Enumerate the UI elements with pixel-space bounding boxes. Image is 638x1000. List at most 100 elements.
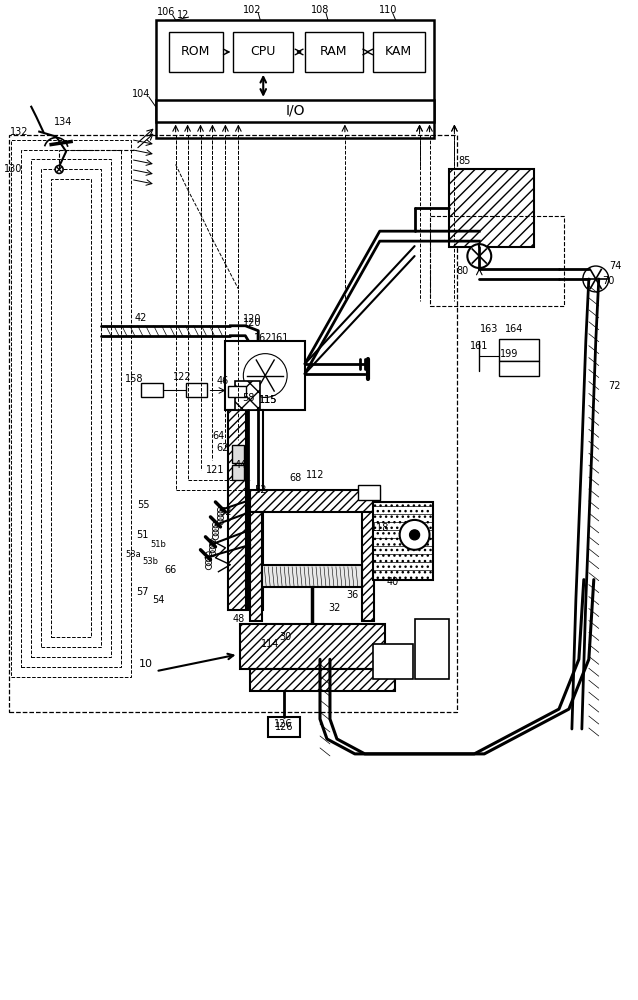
Text: 112: 112	[306, 470, 324, 480]
Text: 114: 114	[261, 639, 279, 649]
Bar	[268, 717, 300, 737]
Text: 54: 54	[152, 595, 165, 605]
Text: ROM: ROM	[181, 45, 211, 58]
Bar	[51, 179, 91, 637]
Text: 85: 85	[458, 156, 471, 166]
Text: 126: 126	[275, 722, 293, 732]
Text: I/O: I/O	[285, 104, 305, 118]
Bar	[156, 100, 434, 122]
Text: 120: 120	[243, 318, 262, 328]
Text: 163: 163	[480, 324, 498, 334]
Text: 161: 161	[470, 341, 489, 351]
Bar	[305, 32, 363, 72]
Text: 164: 164	[505, 324, 523, 334]
Bar	[373, 502, 433, 580]
Text: 80: 80	[456, 266, 468, 276]
Bar	[248, 410, 263, 610]
Bar	[156, 20, 434, 138]
Bar	[373, 32, 424, 72]
Bar	[232, 445, 244, 463]
Text: 118: 118	[371, 523, 389, 533]
Text: 110: 110	[378, 5, 397, 15]
Bar	[499, 339, 539, 361]
Text: 74: 74	[609, 261, 622, 271]
Bar	[168, 32, 223, 72]
Text: 134: 134	[54, 117, 72, 127]
Bar	[250, 669, 395, 691]
Bar	[234, 32, 293, 72]
Text: 102: 102	[243, 5, 262, 15]
Text: 42: 42	[135, 313, 147, 323]
Text: 58: 58	[242, 393, 255, 403]
Text: 122: 122	[174, 372, 192, 382]
Text: 52: 52	[254, 485, 267, 495]
Text: 104: 104	[131, 89, 150, 99]
Bar	[449, 169, 534, 247]
Bar	[499, 361, 539, 376]
Bar	[228, 386, 246, 397]
Circle shape	[410, 530, 420, 540]
Text: 70: 70	[602, 276, 615, 286]
Bar	[228, 410, 246, 610]
Circle shape	[399, 520, 429, 550]
Text: CPU: CPU	[251, 45, 276, 58]
Text: 64: 64	[212, 431, 225, 441]
Text: 126: 126	[274, 719, 292, 729]
Bar	[250, 512, 262, 621]
Text: 40: 40	[387, 577, 399, 587]
Bar	[262, 565, 362, 587]
Text: 72: 72	[609, 381, 621, 391]
Text: 12: 12	[177, 10, 189, 20]
Bar	[429, 216, 564, 306]
Circle shape	[468, 244, 491, 268]
Bar	[141, 383, 163, 397]
Text: 53a: 53a	[125, 550, 141, 559]
Text: 51b: 51b	[151, 540, 167, 549]
Bar	[415, 619, 449, 679]
Bar	[241, 624, 385, 669]
Bar	[358, 485, 380, 500]
Text: 46: 46	[216, 376, 228, 386]
Bar	[250, 490, 380, 512]
Text: 57: 57	[137, 587, 149, 597]
Text: RAM: RAM	[320, 45, 348, 58]
Text: 62: 62	[216, 443, 228, 453]
Bar	[232, 465, 244, 480]
Bar	[373, 644, 413, 679]
Bar	[225, 341, 305, 410]
Text: 10: 10	[138, 659, 152, 669]
Text: 48: 48	[232, 614, 244, 624]
Text: 55: 55	[138, 500, 150, 510]
Text: 30: 30	[279, 632, 292, 642]
Text: 108: 108	[311, 5, 329, 15]
Text: 199: 199	[500, 349, 518, 359]
Bar	[41, 169, 101, 647]
Text: 66: 66	[165, 565, 177, 575]
Text: 32: 32	[329, 603, 341, 613]
Bar	[10, 135, 457, 712]
Text: 52: 52	[219, 507, 232, 517]
Bar	[186, 383, 207, 397]
Text: 130: 130	[4, 164, 22, 174]
Text: 36: 36	[346, 590, 359, 600]
Text: 44: 44	[234, 460, 246, 470]
Text: 51: 51	[137, 530, 149, 540]
Text: 115: 115	[259, 395, 278, 405]
Text: 161: 161	[271, 333, 290, 343]
Text: 106: 106	[156, 7, 175, 17]
Text: 68: 68	[289, 473, 301, 483]
Text: 121: 121	[206, 465, 225, 475]
Text: 53b: 53b	[143, 557, 159, 566]
Text: 158: 158	[124, 374, 143, 384]
Circle shape	[55, 165, 63, 173]
Text: 162: 162	[254, 333, 272, 343]
Text: 132: 132	[10, 127, 29, 137]
Text: KAM: KAM	[385, 45, 412, 58]
Text: 120: 120	[243, 314, 262, 324]
Bar	[21, 150, 121, 667]
Bar	[11, 140, 131, 677]
Bar	[31, 159, 111, 657]
Bar	[235, 381, 260, 410]
Bar	[362, 512, 374, 621]
Text: 115: 115	[259, 395, 278, 405]
